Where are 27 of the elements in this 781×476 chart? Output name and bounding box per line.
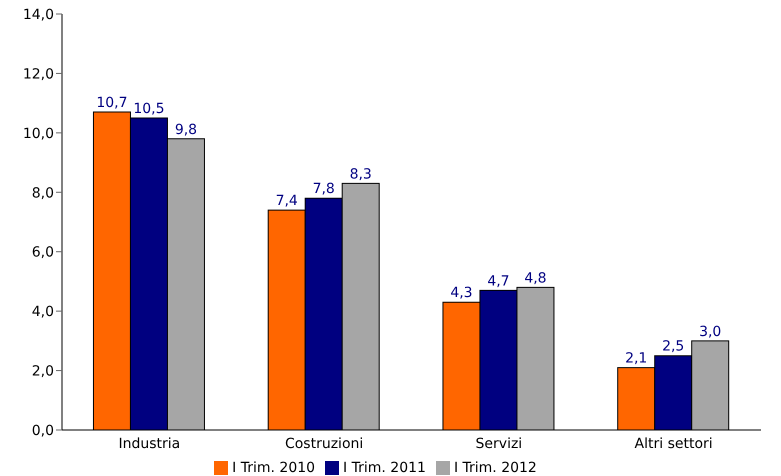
- data-label: 10,7: [96, 95, 128, 112]
- y-tick-label: 12,0: [22, 66, 54, 82]
- data-label: 7,4: [276, 193, 298, 210]
- data-label: 2,1: [625, 350, 648, 367]
- data-label: 3,0: [699, 324, 722, 340]
- data-label: 4,7: [487, 273, 510, 290]
- y-tick-label: 2,0: [32, 364, 54, 380]
- legend-label: I Trim. 2012: [454, 460, 537, 476]
- data-label: 4,3: [450, 285, 473, 302]
- y-tick-label: 4,0: [32, 304, 54, 320]
- data-label: 8,3: [350, 166, 372, 182]
- data-label: 4,8: [524, 270, 547, 286]
- y-tick-label: 0,0: [32, 422, 54, 439]
- x-tick-label: Costruzioni: [284, 436, 364, 452]
- x-tick-label: Industria: [118, 436, 180, 452]
- x-tick-label: Servizi: [476, 436, 522, 452]
- legend-label: I Trim. 2011: [343, 460, 426, 476]
- y-tick-label: 8,0: [32, 185, 54, 202]
- legend-label: I Trim. 2010: [232, 460, 316, 476]
- y-tick-label: 6,0: [32, 244, 54, 261]
- y-tick-label: 14,0: [22, 6, 54, 23]
- y-tick-label: 10,0: [22, 126, 54, 142]
- data-label: 9,8: [174, 122, 198, 138]
- data-label: 10,5: [133, 101, 165, 117]
- x-tick-label: Altri settori: [634, 436, 713, 452]
- data-label: 2,5: [662, 338, 684, 355]
- data-label: 7,8: [312, 181, 335, 198]
